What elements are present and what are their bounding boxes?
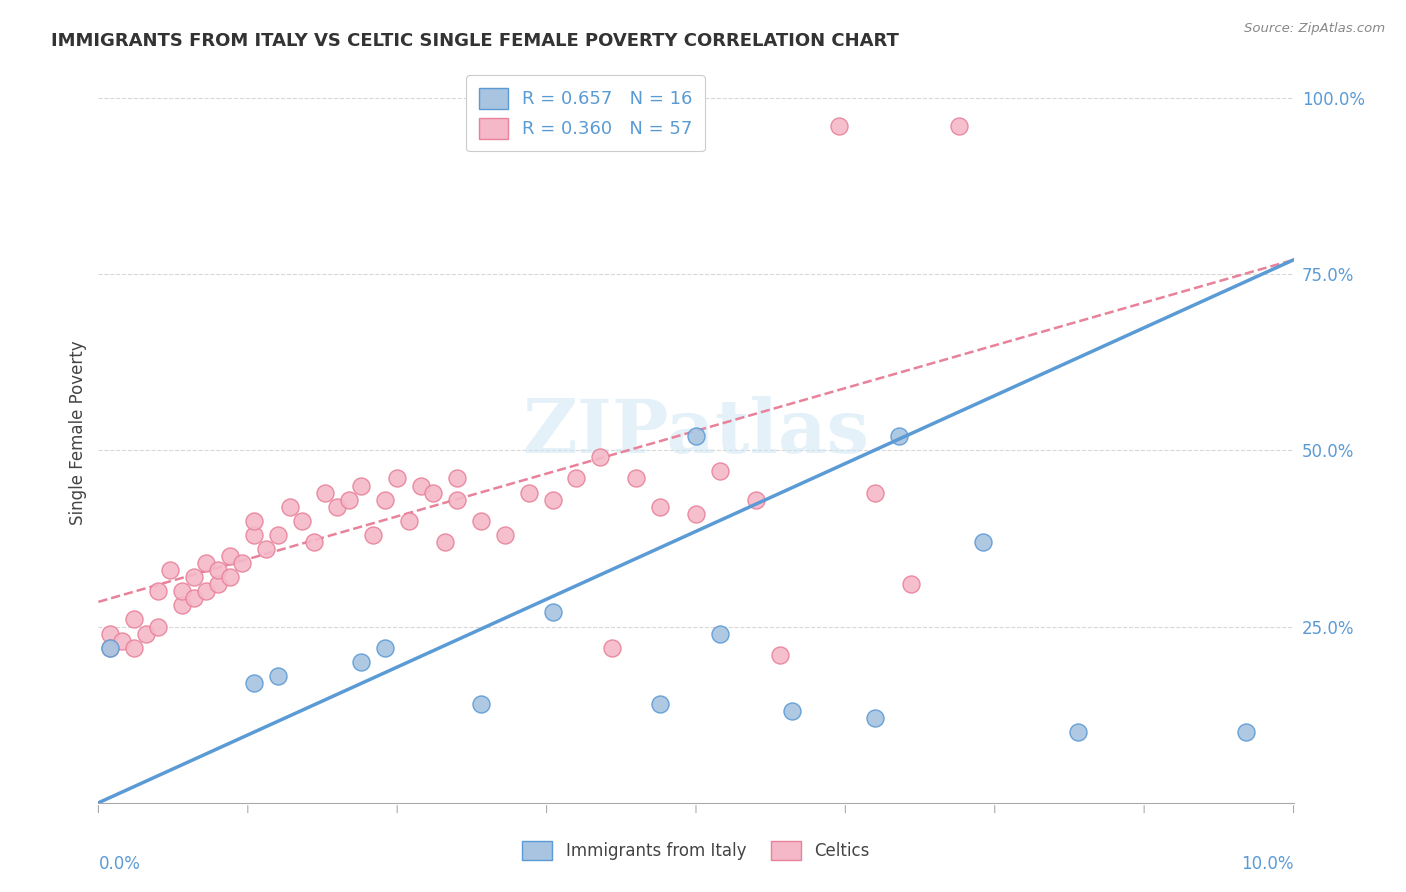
- Point: [98, 640, 122, 655]
- Point: [780, 704, 803, 718]
- Point: [889, 429, 911, 443]
- Point: [434, 535, 457, 549]
- Point: [207, 577, 229, 591]
- Point: [470, 514, 492, 528]
- Point: [494, 528, 516, 542]
- Point: [111, 633, 134, 648]
- Point: [745, 492, 768, 507]
- Point: [411, 478, 433, 492]
- Point: [350, 655, 373, 669]
- Point: [374, 492, 396, 507]
- Point: [231, 556, 253, 570]
- Point: [828, 119, 851, 133]
- Point: [219, 570, 242, 584]
- Point: [98, 640, 122, 655]
- Point: [363, 528, 385, 542]
- Point: [98, 626, 122, 640]
- Point: [865, 711, 887, 725]
- Point: [207, 563, 229, 577]
- Point: [243, 514, 266, 528]
- Point: [709, 464, 731, 478]
- Point: [398, 514, 420, 528]
- Point: [385, 471, 409, 485]
- Text: ZIPatlas: ZIPatlas: [523, 396, 869, 469]
- Point: [350, 478, 373, 492]
- Point: [219, 549, 242, 563]
- Y-axis label: Single Female Poverty: Single Female Poverty: [69, 341, 87, 524]
- Point: [626, 471, 648, 485]
- Text: 10.0%: 10.0%: [1241, 855, 1294, 872]
- Point: [709, 626, 731, 640]
- Point: [195, 556, 218, 570]
- Point: [183, 570, 205, 584]
- Point: [183, 591, 205, 606]
- Point: [900, 577, 922, 591]
- Point: [374, 640, 396, 655]
- Point: [339, 492, 361, 507]
- Point: [159, 563, 181, 577]
- Point: [865, 485, 887, 500]
- Point: [541, 606, 564, 620]
- Point: [972, 535, 994, 549]
- Legend: Immigrants from Italy, Celtics: Immigrants from Italy, Celtics: [513, 832, 879, 869]
- Point: [470, 697, 492, 711]
- Point: [135, 626, 157, 640]
- Point: [1067, 725, 1090, 739]
- Point: [769, 648, 792, 662]
- Point: [948, 119, 970, 133]
- Point: [172, 584, 194, 599]
- Point: [589, 450, 612, 465]
- Point: [422, 485, 444, 500]
- Text: IMMIGRANTS FROM ITALY VS CELTIC SINGLE FEMALE POVERTY CORRELATION CHART: IMMIGRANTS FROM ITALY VS CELTIC SINGLE F…: [51, 32, 898, 50]
- Point: [446, 492, 468, 507]
- Point: [124, 640, 146, 655]
- Text: 0.0%: 0.0%: [98, 855, 141, 872]
- Point: [291, 514, 314, 528]
- Point: [172, 599, 194, 613]
- Point: [326, 500, 349, 514]
- Point: [267, 528, 290, 542]
- Point: [602, 640, 624, 655]
- Point: [517, 485, 540, 500]
- Point: [685, 507, 707, 521]
- Point: [565, 471, 588, 485]
- Point: [278, 500, 301, 514]
- Point: [685, 429, 707, 443]
- Point: [302, 535, 325, 549]
- Point: [267, 669, 290, 683]
- Point: [254, 541, 277, 556]
- Point: [148, 619, 170, 633]
- Point: [446, 471, 468, 485]
- Point: [541, 492, 564, 507]
- Point: [1234, 725, 1257, 739]
- Point: [650, 500, 672, 514]
- Point: [315, 485, 337, 500]
- Point: [148, 584, 170, 599]
- Point: [650, 697, 672, 711]
- Point: [195, 584, 218, 599]
- Point: [243, 528, 266, 542]
- Point: [124, 612, 146, 626]
- Text: Source: ZipAtlas.com: Source: ZipAtlas.com: [1244, 22, 1385, 36]
- Point: [243, 676, 266, 690]
